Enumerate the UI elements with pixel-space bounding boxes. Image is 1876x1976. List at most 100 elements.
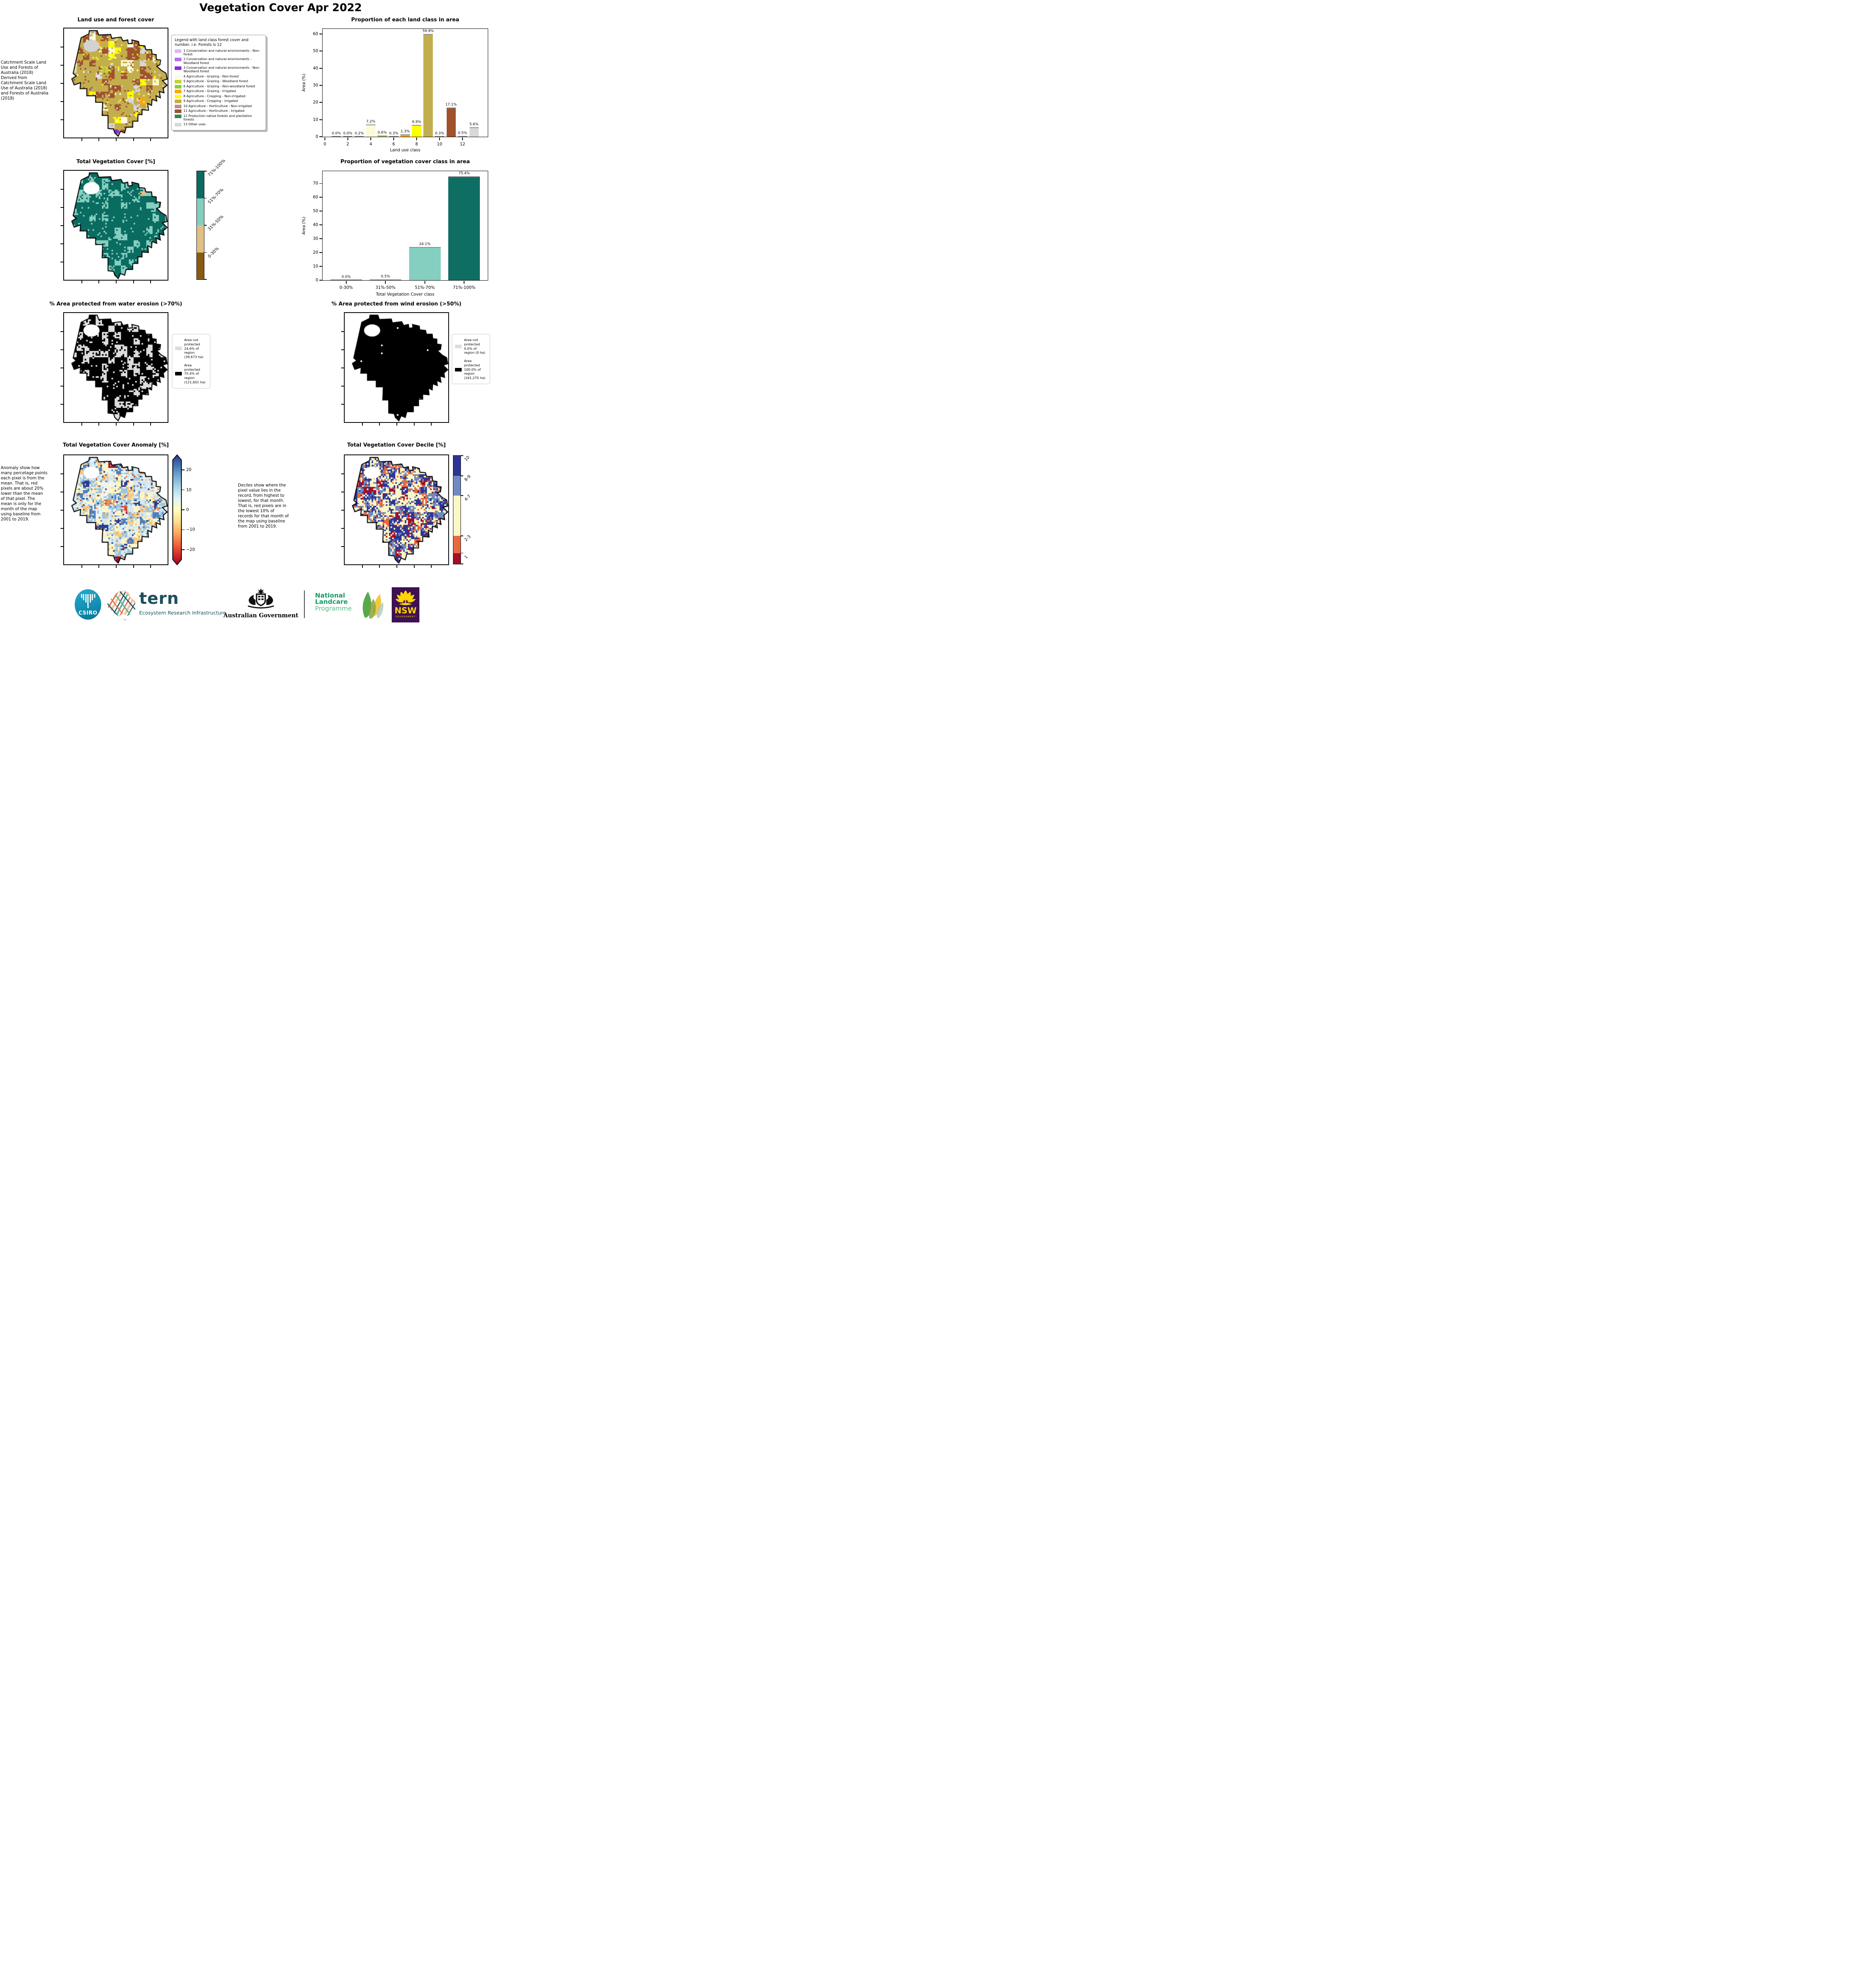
nsw-waratah-icon (395, 590, 416, 605)
landuse-legend-title: Legend with land class forest cover and … (175, 38, 249, 47)
erosion-legend-item: Area not protected 24.6% of region (39,6… (175, 338, 207, 359)
landuse-legend-swatch (175, 58, 181, 62)
map-axis-tick (341, 546, 344, 547)
landcare-line1: National (315, 592, 345, 599)
bar (366, 124, 376, 137)
bar-value-label: 7.2% (366, 119, 376, 124)
map-axis-tick (133, 281, 134, 283)
nsw-sublabel: GOVERNMENT (395, 616, 416, 618)
csiro-wave-bar (83, 594, 84, 600)
y-axis-tick-label: 0 (315, 134, 318, 139)
colorbar-tick (204, 279, 207, 280)
colorbar-tick-label: 8-9 (463, 474, 472, 482)
map-axis-tick (60, 101, 63, 102)
x-axis-tick (370, 138, 371, 140)
tern-subtitle: Ecosystem Research Infrastructure (139, 609, 226, 616)
vegcover-map (60, 170, 168, 283)
x-axis-tick-label: 8 (415, 142, 418, 147)
landuse-source-note: Catchment Scale Land Use and Forests of … (1, 60, 49, 101)
x-axis-tick (347, 138, 348, 140)
landuse-legend-label: 9 Agriculture - Cropping - Irrigated (183, 99, 238, 103)
colorbar-tick-label: 2-3 (463, 534, 472, 542)
tern-logo: tern Ecosystem Research Infrastructure (139, 590, 226, 616)
colorbar-tick (204, 171, 207, 172)
y-axis-tick (319, 197, 322, 198)
bar (469, 127, 479, 137)
anomaly-map (60, 454, 168, 568)
x-axis-tick-label: 4 (369, 142, 372, 147)
australian-government-label: Australian Government (223, 612, 298, 619)
map-axis-tick (133, 565, 134, 568)
x-axis-tick-label: 0-30% (339, 285, 353, 290)
erosion-legend-label: Area protected 100.0% of region (161,275… (464, 359, 485, 380)
y-axis-tick (319, 68, 322, 69)
y-axis-tick-label: 70 (313, 181, 318, 186)
landuse-legend-swatch (175, 80, 181, 84)
colorbar-tick (204, 252, 207, 253)
map-axis-tick (60, 83, 63, 84)
vegcover-map-title: Total Vegetation Cover [%] (76, 159, 155, 165)
map-axis-tick (341, 349, 344, 350)
map-axis-tick (81, 423, 82, 426)
y-axis-tick (319, 119, 322, 120)
y-axis-tick-label: 50 (313, 49, 318, 54)
map-axis-tick (133, 423, 134, 426)
map-axis-tick (379, 423, 380, 426)
y-axis-tick (319, 85, 322, 86)
bar-value-label: 0.0% (343, 132, 353, 136)
map-axis-tick (60, 225, 63, 226)
bar-value-label: 24.1% (419, 242, 431, 246)
landuse-legend-label: 10 Agriculture - Horticulture - Non-irri… (183, 104, 252, 108)
landuse-legend-swatch (175, 94, 181, 98)
anomaly-colorbar: 20 10 0 −10 −20 (172, 454, 208, 565)
colorbar-segment (197, 225, 204, 253)
landuse-legend-label: 5 Agriculture - Grazing - Woodland fores… (183, 79, 248, 83)
map-axis-tick (60, 473, 63, 474)
landuse-legend-item: 9 Agriculture - Cropping - Irrigated (175, 99, 262, 104)
x-axis-tick (416, 138, 417, 140)
map-axis-tick (413, 423, 415, 426)
landcare-line2: Landcare (315, 598, 348, 606)
map-axis-tick (396, 423, 397, 426)
x-axis-tick-label: 31%-50% (376, 285, 396, 290)
landuse-legend-label: 12 Production native forests and plantat… (183, 114, 252, 122)
y-axis-tick-label: 20 (313, 250, 318, 255)
map-axis-tick (60, 207, 63, 208)
bar-value-label: 75.4% (458, 171, 470, 175)
y-axis-tick-label: 30 (313, 236, 318, 241)
anomaly-note: Anomaly show how many percetage points e… (1, 466, 47, 522)
landclass-chart-xlabel: Land use class (390, 148, 421, 153)
map-axis-tick (116, 565, 117, 568)
colorbar-tick-label: −20 (186, 547, 195, 552)
y-axis-tick (319, 238, 322, 239)
bar (370, 279, 402, 280)
landuse-legend-item: 12 Production native forests and plantat… (175, 114, 262, 122)
colorbar-tick (461, 455, 463, 456)
map-axis-tick (116, 281, 117, 283)
map-axis-tick (98, 423, 100, 426)
map-axis-tick (150, 281, 151, 283)
bar-value-label: 0.5% (381, 275, 390, 279)
map-axis-tick (116, 138, 117, 141)
landcare-leaves-icon (362, 592, 383, 619)
csiro-wave-bar (94, 594, 95, 598)
decile-map-canvas (345, 455, 448, 564)
map-axis-tick (60, 528, 63, 529)
y-axis-tick (319, 280, 322, 281)
bar-value-label: 0.0% (332, 132, 341, 136)
bar-value-label: 0.3% (435, 131, 444, 136)
map-axis-tick (341, 331, 344, 332)
anomaly-map-title: Total Vegetation Cover Anomaly [%] (62, 442, 169, 448)
erosion-legend-label: Area not protected 24.6% of region (39,6… (184, 338, 204, 359)
y-axis-tick-label: 40 (313, 222, 318, 228)
colorbar-segment (453, 535, 461, 553)
bar-value-label: 59.9% (422, 29, 434, 34)
csiro-wave-bar (85, 594, 87, 603)
csiro-dot-icon (87, 605, 89, 608)
landuse-legend-label: 6 Agriculture - Grazing - Non-woodland f… (183, 84, 255, 88)
anomaly-colorbar-canvas (172, 454, 182, 565)
csiro-wave-icon (81, 594, 95, 607)
map-axis-tick (60, 331, 63, 332)
colorbar-tick-label: 10 (186, 487, 192, 492)
landuse-legend-label: 4 Agriculture - Grazing - Non-forest (183, 74, 239, 78)
